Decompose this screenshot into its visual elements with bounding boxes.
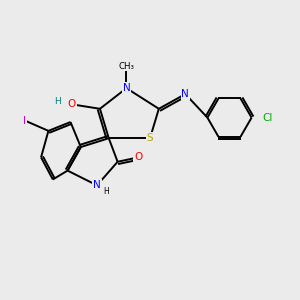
Text: Cl: Cl: [262, 112, 273, 123]
Text: N: N: [93, 180, 101, 190]
Text: H: H: [55, 97, 61, 106]
Text: H: H: [103, 187, 109, 196]
Text: S: S: [147, 133, 153, 143]
Text: O: O: [134, 152, 142, 162]
Text: CH₃: CH₃: [118, 61, 134, 70]
Text: O: O: [68, 99, 76, 110]
Text: I: I: [23, 116, 26, 126]
Text: N: N: [182, 89, 189, 99]
Text: N: N: [123, 83, 130, 93]
